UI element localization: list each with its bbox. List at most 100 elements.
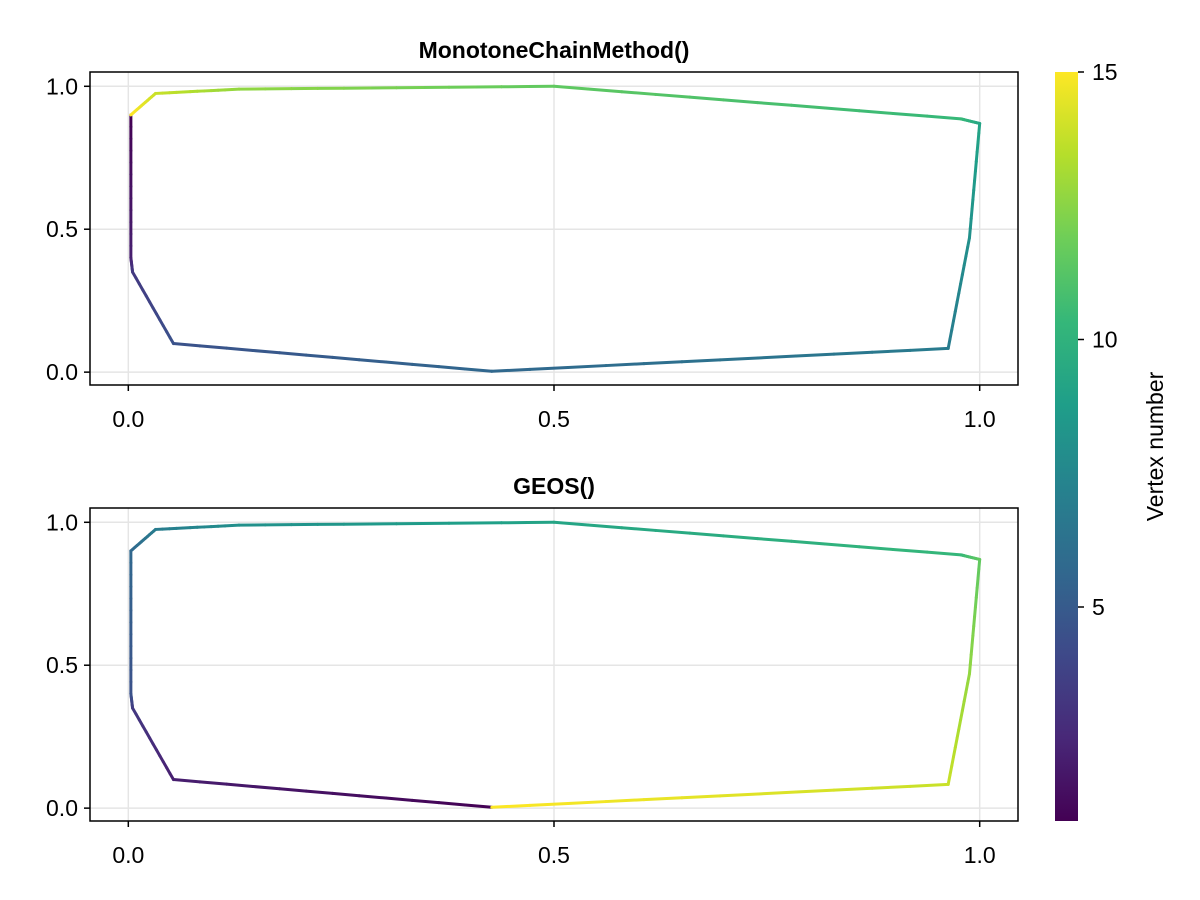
line-segment — [722, 534, 759, 541]
line-segment — [870, 348, 912, 354]
line-segment — [959, 709, 964, 722]
line-segment — [756, 354, 798, 360]
line-segment — [857, 545, 895, 551]
line-segment — [960, 699, 966, 713]
line-segment — [756, 790, 798, 796]
line-segment — [946, 773, 952, 786]
line-segment — [552, 520, 590, 527]
line-segment — [654, 92, 692, 99]
line-segment — [688, 531, 726, 538]
line-segment — [969, 207, 974, 221]
line-segment — [410, 362, 441, 369]
line-segment — [964, 245, 970, 258]
line-segment — [968, 653, 973, 666]
line-segment — [967, 226, 972, 240]
top-panel-grid — [90, 72, 1018, 385]
line-segment — [225, 782, 255, 788]
line-segment — [823, 106, 861, 113]
line-segment — [972, 615, 977, 628]
bottom-panel-x-axis: 0.0 0.5 1.0 — [112, 821, 996, 868]
line-segment — [566, 364, 608, 369]
line-segment — [171, 342, 202, 348]
line-segment — [957, 718, 963, 731]
x-tick-label: 0.5 — [538, 406, 570, 432]
line-segment — [925, 114, 963, 121]
line-segment — [304, 353, 335, 359]
line-segment — [925, 550, 963, 557]
line-segment — [620, 526, 658, 532]
line-segment — [384, 796, 414, 802]
line-segment — [950, 319, 956, 332]
line-segment — [357, 794, 388, 800]
y-tick-label: 1.0 — [46, 73, 78, 99]
line-segment — [789, 539, 827, 546]
line-segment — [974, 150, 979, 164]
line-segment — [410, 798, 441, 805]
line-segment — [604, 362, 646, 368]
line-segment — [251, 348, 282, 355]
line-segment — [490, 803, 532, 809]
line-segment — [528, 801, 570, 807]
line-segment — [953, 300, 959, 314]
line-segment — [823, 542, 861, 549]
line-segment — [959, 273, 964, 286]
line-segment — [794, 352, 836, 358]
line-segment — [586, 87, 624, 94]
line-segment — [870, 784, 912, 790]
bottom-panel-grid — [90, 508, 1018, 821]
line-segment — [832, 786, 874, 792]
line-segment — [891, 111, 929, 118]
line-segment — [437, 365, 467, 371]
line-segment — [967, 662, 972, 676]
line-segment — [908, 346, 950, 352]
line-segment — [566, 800, 608, 805]
line-segment — [908, 782, 950, 788]
top-panel-line-series — [129, 84, 982, 373]
line-segment — [755, 101, 793, 107]
top-panel-x-axis: 0.0 0.5 1.0 — [112, 385, 996, 432]
x-tick-label: 0.5 — [538, 842, 570, 868]
line-segment — [973, 169, 977, 183]
line-segment — [977, 121, 982, 135]
line-segment — [463, 803, 494, 809]
line-segment — [952, 310, 957, 323]
line-segment — [552, 84, 590, 91]
top-panel-title: MonotoneChainMethod() — [419, 37, 690, 63]
bottom-panel-y-axis: 0.0 0.5 1.0 — [46, 509, 90, 821]
line-segment — [972, 179, 977, 192]
colorbar-tick-label: 5 — [1092, 594, 1105, 620]
line-segment — [975, 577, 980, 590]
top-panel-y-axis: 0.0 0.5 1.0 — [46, 73, 90, 385]
line-segment — [974, 586, 979, 600]
line-segment — [962, 254, 968, 267]
line-segment — [251, 784, 282, 791]
line-segment — [832, 350, 874, 356]
y-tick-label: 1.0 — [46, 509, 78, 535]
line-segment — [357, 358, 388, 364]
line-segment — [955, 291, 961, 304]
colorbar-ticks: 5 10 15 — [1078, 59, 1118, 620]
line-segment — [604, 798, 646, 804]
line-segment — [973, 160, 978, 173]
line-segment — [278, 351, 308, 357]
line-segment — [620, 90, 658, 96]
bottom-panel-title: GEOS() — [513, 473, 595, 499]
line-segment — [755, 537, 793, 543]
line-segment — [171, 778, 202, 784]
line-segment — [528, 365, 570, 371]
line-segment — [971, 624, 976, 638]
x-tick-label: 1.0 — [964, 842, 996, 868]
line-segment — [976, 567, 981, 581]
line-segment — [718, 792, 760, 798]
line-segment — [680, 358, 722, 364]
line-segment — [642, 360, 684, 366]
y-tick-label: 0.0 — [46, 795, 78, 821]
line-segment — [688, 95, 726, 102]
line-segment — [966, 672, 971, 685]
line-segment — [973, 596, 978, 609]
colorbar-label: Vertex number — [1142, 371, 1168, 521]
line-segment — [976, 131, 981, 145]
colorbar-tick-label: 15 — [1092, 59, 1118, 85]
line-segment — [973, 605, 977, 619]
line-segment — [969, 643, 974, 657]
